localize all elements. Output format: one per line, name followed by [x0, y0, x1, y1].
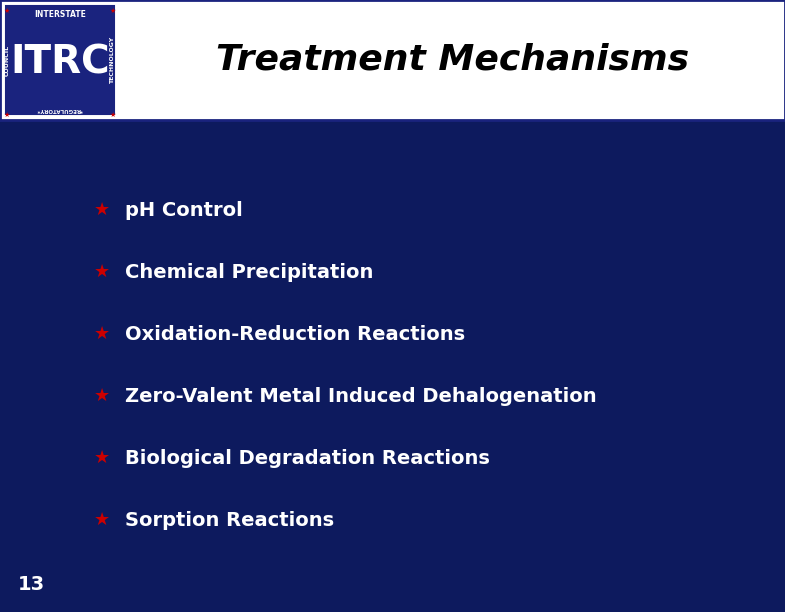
- Text: Chemical Precipitation: Chemical Precipitation: [125, 263, 374, 282]
- Text: ★: ★: [94, 325, 110, 343]
- Text: ★: ★: [94, 201, 110, 219]
- Bar: [6, 6, 114, 114]
- Text: ★: ★: [94, 449, 110, 467]
- Text: COUNCIL: COUNCIL: [5, 45, 9, 75]
- Text: ★: ★: [110, 8, 116, 14]
- Bar: [0, 0, 785, 120]
- Text: Sorption Reactions: Sorption Reactions: [125, 510, 334, 529]
- Text: ITRC: ITRC: [10, 43, 110, 81]
- Text: ★: ★: [94, 511, 110, 529]
- Text: ★: ★: [4, 112, 10, 118]
- Text: Oxidation-Reduction Reactions: Oxidation-Reduction Reactions: [125, 324, 466, 343]
- Text: *REGULATORY*: *REGULATORY*: [37, 107, 83, 112]
- Text: ★: ★: [94, 387, 110, 405]
- Text: Zero-Valent Metal Induced Dehalogenation: Zero-Valent Metal Induced Dehalogenation: [125, 387, 597, 406]
- Text: TECHNOLOGY: TECHNOLOGY: [111, 36, 115, 84]
- Text: INTERSTATE: INTERSTATE: [34, 10, 86, 19]
- Text: ★: ★: [4, 8, 10, 14]
- Text: pH Control: pH Control: [125, 201, 243, 220]
- Text: ★: ★: [110, 112, 116, 118]
- Text: Treatment Mechanisms: Treatment Mechanisms: [216, 43, 689, 77]
- Text: ★: ★: [94, 263, 110, 281]
- Text: Biological Degradation Reactions: Biological Degradation Reactions: [125, 449, 490, 468]
- Text: 13: 13: [18, 575, 45, 594]
